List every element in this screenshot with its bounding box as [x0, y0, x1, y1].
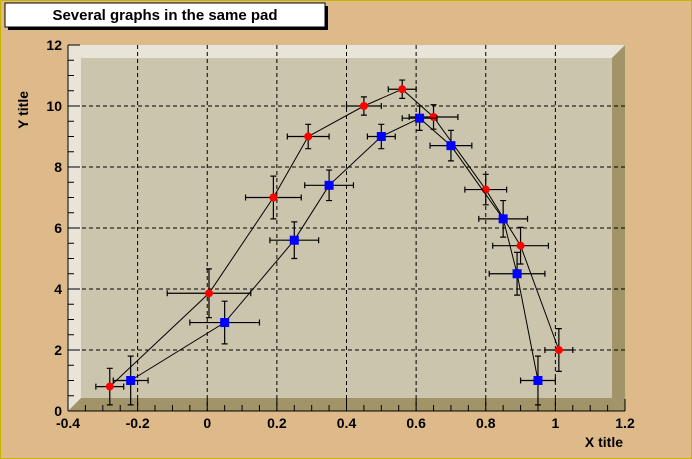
x-tick-label: 0.2: [267, 415, 287, 431]
data-point: [533, 376, 543, 385]
data-point: [415, 113, 425, 123]
frame-right-bevel: [612, 45, 625, 411]
data-point: [398, 85, 407, 94]
y-axis-title: Y title: [15, 91, 31, 129]
data-point: [105, 382, 114, 391]
data-point: [204, 289, 213, 298]
y-tick-label: 12: [46, 37, 62, 53]
title-box: [4, 2, 326, 28]
x-tick-label: 0.4: [337, 415, 357, 431]
x-tick-label: 1: [551, 415, 559, 431]
data-point: [359, 102, 368, 110]
x-axis-title: X title: [585, 434, 623, 450]
x-tick-label: -0.2: [126, 415, 150, 431]
data-point: [516, 241, 525, 250]
data-point: [512, 269, 522, 279]
data-point: [481, 185, 490, 194]
series-1-line: [130, 117, 539, 381]
data-point: [220, 318, 230, 328]
data-point: [498, 214, 508, 224]
x-tick-label: -0.4: [56, 415, 80, 431]
x-tick-label: 0: [203, 415, 211, 431]
y-tick-label: 4: [54, 281, 62, 297]
data-point: [429, 112, 438, 121]
data-point: [446, 141, 456, 151]
data-point: [304, 132, 313, 141]
data-point: [554, 346, 563, 354]
data-point: [376, 132, 386, 141]
x-tick-label: 1.2: [615, 415, 635, 431]
data-point: [126, 376, 136, 385]
data-point: [269, 193, 278, 202]
x-tick-label: 0.6: [406, 415, 426, 431]
chart-title: Several graphs in the same pad: [52, 7, 277, 24]
y-tick-label: 8: [54, 159, 62, 175]
y-tick-label: 0: [54, 403, 62, 419]
data-point: [289, 235, 299, 245]
y-tick-label: 6: [54, 220, 62, 236]
x-tick-label: 0.8: [476, 415, 496, 431]
data-point: [324, 180, 334, 190]
y-tick-label: 10: [46, 98, 62, 114]
y-tick-label: 2: [54, 342, 62, 358]
